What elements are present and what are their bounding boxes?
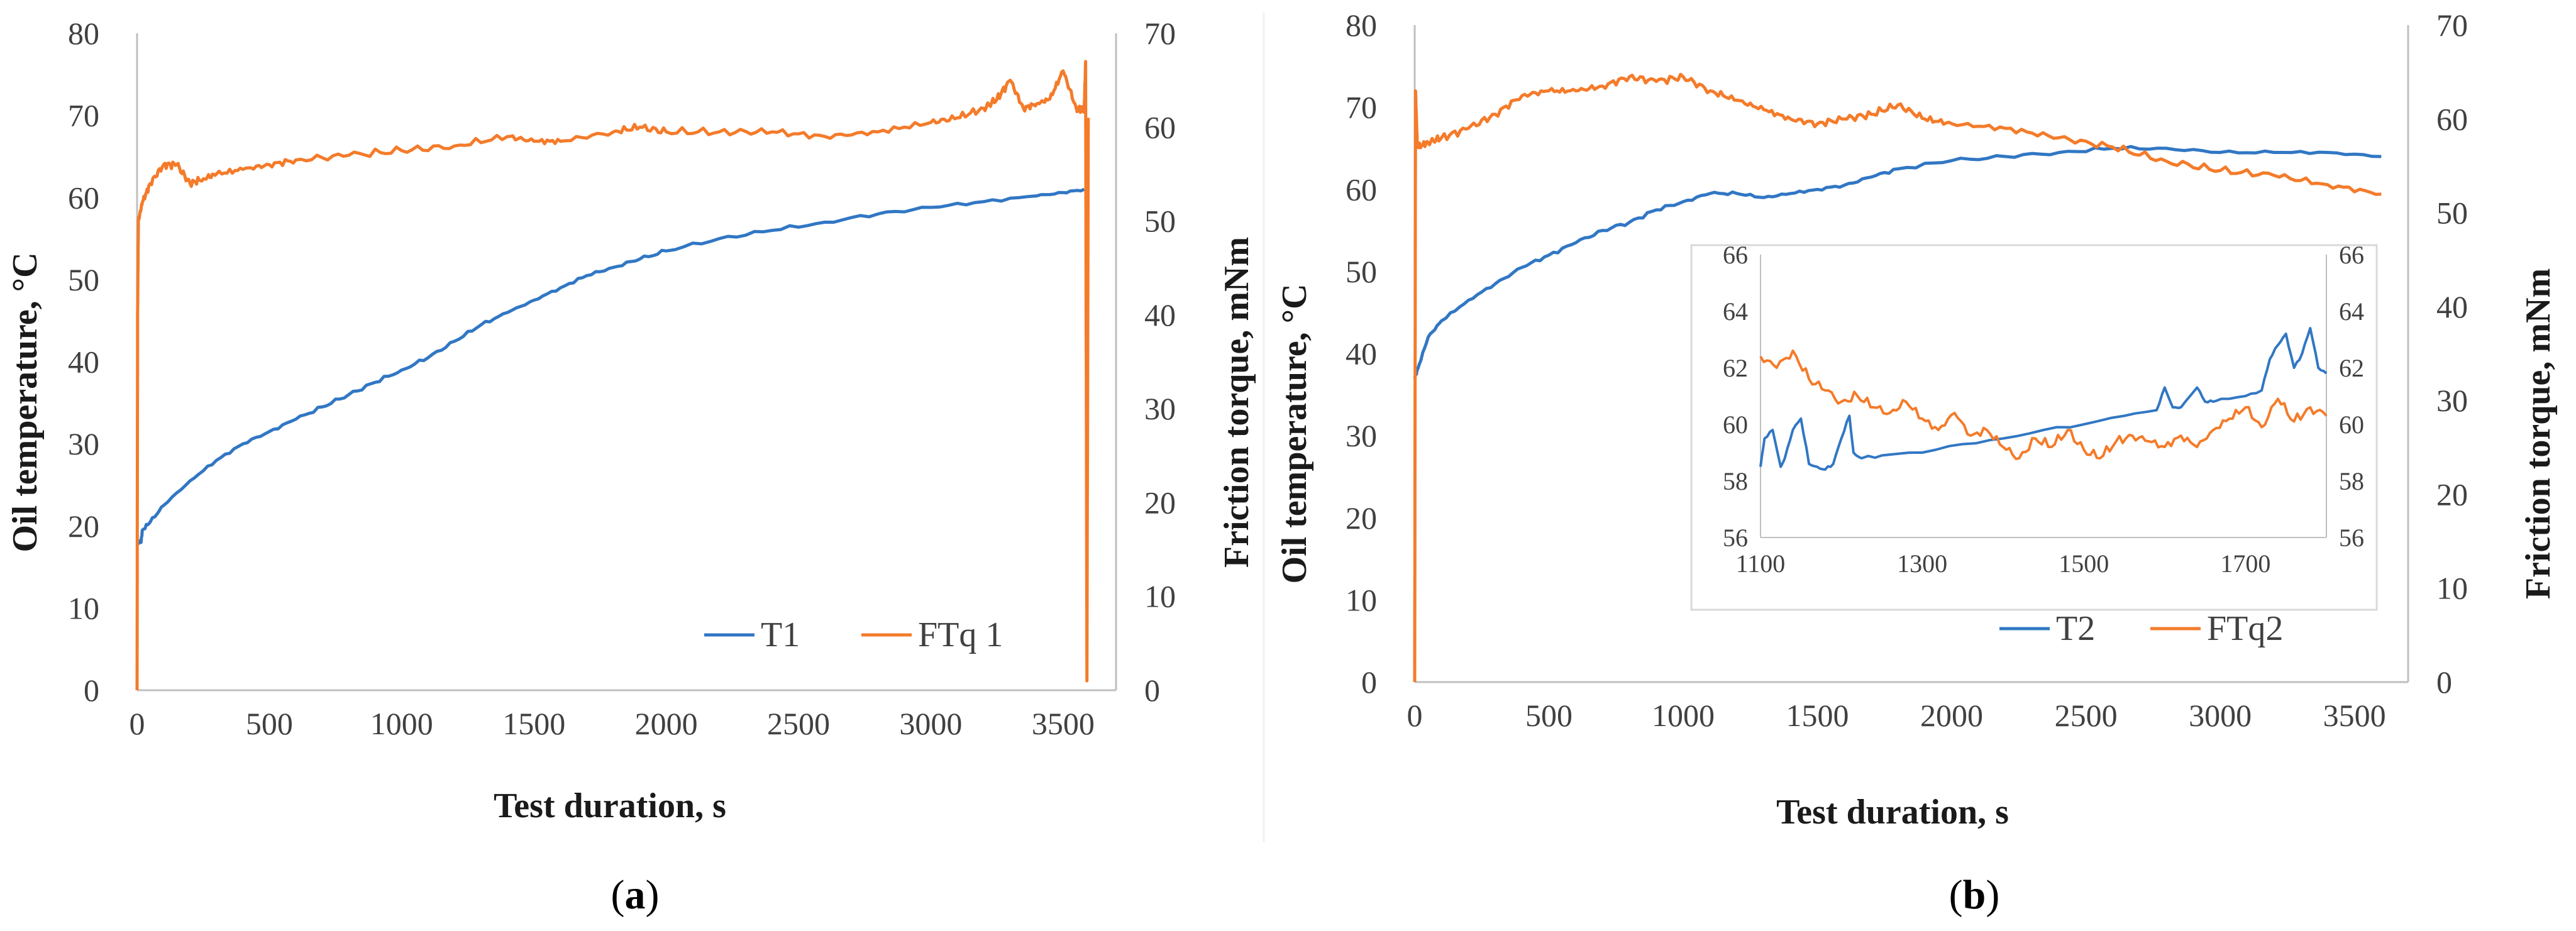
x-tick-label-a: 500: [246, 706, 293, 741]
inset-x-tick-label: 1500: [2059, 549, 2109, 578]
y-tick-label-right-b: 0: [2436, 664, 2452, 700]
inset-x-tick-label: 1100: [1736, 549, 1786, 578]
inset-y-tick-label-left: 60: [1723, 410, 1748, 439]
ylabel-right-a: Friction torque, mNm: [1217, 237, 1256, 568]
chart-panel-b: Oil temperature, °C Friction torque, mNm…: [1275, 8, 2558, 918]
inset-series-line-FTq2: [1759, 350, 2328, 460]
x-tick-label-b: 1000: [1652, 698, 1715, 733]
y-tick-label-left-a: 80: [68, 16, 99, 51]
caption-b: (b): [1949, 872, 2000, 918]
y-tick-label-right-a: 30: [1144, 391, 1176, 426]
plot-area-b: 0 500 1000 1500 2000 2500 3000 3500010203040506…: [1346, 8, 2468, 733]
y-tick-label-right-a: 60: [1144, 109, 1176, 145]
y-tick-label-right-a: 70: [1144, 16, 1176, 51]
y-tick-label-left-b: 80: [1346, 8, 1377, 43]
inset-y-tick-label-right: 58: [2339, 467, 2364, 495]
x-tick-label-b: 2000: [1920, 698, 1983, 733]
y-tick-label-right-b: 10: [2436, 571, 2468, 606]
y-tick-label-right-b: 20: [2436, 477, 2468, 512]
y-tick-label-left-a: 20: [68, 509, 99, 544]
inset-plot-area: 1100 1300 1500 1700 56 58 60 62 64 66 56 58 60 62 64 66: [1723, 241, 2364, 578]
inset-y-tick-label-left: 58: [1723, 467, 1748, 495]
y-tick-label-left-b: 40: [1346, 336, 1377, 372]
caption-a-label: a: [625, 872, 646, 918]
inset-y-tick-label-left: 66: [1723, 241, 1748, 269]
xlabel-b: Test duration, s: [1776, 793, 2009, 832]
y-tick-label-right-b: 50: [2436, 196, 2468, 231]
y-tick-label-left-b: 60: [1346, 172, 1377, 207]
y-tick-label-right-a: 50: [1144, 204, 1176, 239]
y-tick-label-left-a: 0: [84, 673, 99, 708]
y-tick-label-left-b: 10: [1346, 582, 1377, 617]
caption-b-label: b: [1963, 872, 1986, 918]
plot-area-a: 0 500 1000 1500 2000 2500 3000 3500010203040506…: [68, 16, 1176, 741]
inset-y-tick-label-left: 64: [1723, 297, 1748, 326]
y-tick-label-right-b: 40: [2436, 289, 2468, 324]
x-tick-label-a: 1500: [502, 706, 565, 741]
chart-panel-a: Oil temperature, °C Friction torque, mNm…: [6, 16, 1256, 918]
caption-a: (a): [611, 872, 660, 918]
y-tick-label-right-b: 60: [2436, 101, 2468, 136]
inset-y-tick-label-right: 66: [2339, 241, 2364, 269]
y-tick-label-left-b: 0: [1361, 664, 1377, 700]
y-tick-label-left-b: 50: [1346, 254, 1377, 289]
x-tick-label-b: 3000: [2189, 698, 2252, 733]
x-tick-label-b: 0: [1407, 698, 1423, 733]
y-tick-label-right-b: 70: [2436, 8, 2468, 43]
x-tick-label-a: 3500: [1032, 706, 1095, 741]
y-tick-label-left-a: 60: [68, 180, 99, 215]
inset-series-line-T2: [1759, 327, 2328, 471]
y-tick-label-left-a: 30: [68, 426, 99, 461]
y-tick-label-right-a: 10: [1144, 579, 1176, 614]
ylabel-left-b: Oil temperature, °C: [1275, 284, 1314, 583]
y-tick-label-right-a: 20: [1144, 485, 1176, 520]
series-line-FTq1: [135, 60, 1090, 691]
y-tick-label-right-a: 0: [1144, 673, 1160, 708]
series-line-FTq2: [1413, 72, 2382, 683]
legend-label-FTq1: FTq 1: [918, 615, 1003, 654]
x-tick-label-a: 3000: [899, 706, 962, 741]
x-tick-label-b: 3500: [2323, 698, 2386, 733]
x-tick-label-a: 1000: [370, 706, 433, 741]
legend-label-FTq2: FTq2: [2207, 609, 2283, 648]
y-tick-label-left-a: 40: [68, 344, 99, 380]
inset-x-tick-label: 1700: [2220, 549, 2270, 578]
y-tick-label-left-b: 30: [1346, 418, 1377, 453]
inset-y-tick-label-right: 56: [2339, 524, 2364, 552]
y-tick-label-left-b: 70: [1346, 90, 1377, 125]
legend-label-T1: T1: [761, 615, 800, 654]
x-tick-label-b: 1500: [1786, 698, 1849, 733]
inset-y-tick-label-right: 62: [2339, 354, 2364, 382]
ylabel-left-a: Oil temperature, °C: [6, 252, 45, 552]
inset-y-tick-label-right: 60: [2339, 410, 2364, 439]
ylabel-right-b: Friction torque, mNm: [2519, 268, 2558, 599]
x-tick-label-b: 2500: [2055, 698, 2118, 733]
inset-y-tick-label-left: 56: [1723, 524, 1748, 552]
y-tick-label-right-a: 40: [1144, 297, 1176, 333]
x-tick-label-a: 2000: [635, 706, 698, 741]
xlabel-a: Test duration, s: [494, 786, 726, 825]
inset-x-tick-label: 1300: [1897, 549, 1947, 578]
series-line-T1: [136, 187, 1085, 545]
y-tick-label-right-b: 30: [2436, 383, 2468, 418]
legend-label-T2: T2: [2056, 609, 2095, 648]
y-tick-label-left-a: 10: [68, 590, 99, 625]
x-tick-label-a: 0: [130, 706, 145, 741]
x-tick-label-b: 500: [1525, 698, 1573, 733]
x-tick-label-a: 2500: [767, 706, 830, 741]
y-tick-label-left-b: 20: [1346, 500, 1377, 536]
inset-y-tick-label-left: 62: [1723, 354, 1748, 382]
inset-y-tick-label-right: 64: [2339, 297, 2364, 326]
y-tick-label-left-a: 50: [68, 262, 99, 297]
y-tick-label-left-a: 70: [68, 98, 99, 133]
